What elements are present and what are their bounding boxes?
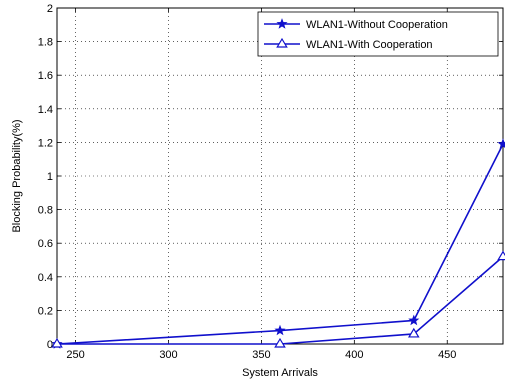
x-tick-label: 250 [66,349,84,361]
y-tick-label: 1.8 [38,37,53,49]
x-tick-label: 300 [159,349,177,361]
series-group [51,138,505,349]
y-axis-label: Blocking Probability(%) [11,119,23,232]
legend-marker-1 [276,18,288,29]
x-tick-label: 350 [252,349,270,361]
series-2-point [497,250,505,261]
series-line-2 [57,256,504,345]
plot-area-frame [56,7,504,345]
series-line-1 [56,143,504,345]
y-tick-label: 1.4 [38,104,53,116]
series-2-point [407,327,420,338]
series-1-point [497,138,505,149]
series-1-point [274,324,286,336]
y-tick-label: 0 [47,339,53,351]
y-tick-label: 2 [47,3,53,15]
x-axis-label: System Arrivals [242,367,318,379]
series-2-point [274,337,286,348]
y-tick-label: 0.4 [38,272,53,284]
grid-lines [57,8,503,344]
legend-label-1: WLAN1-Without Cooperation [306,19,448,31]
y-tick-label: 0.8 [38,205,53,217]
y-tick-label: 1 [47,171,53,183]
legend: WLAN1-Without Cooperation WLAN1-With Coop… [257,11,499,57]
legend-marker-2 [276,37,288,48]
legend-box [257,11,499,57]
y-tick-label: 0.2 [38,305,53,317]
axis-ticks [57,7,503,345]
series-2-point [51,337,63,348]
legend-label-2: WLAN1-With Cooperation [306,39,433,51]
y-tick-label: 1.2 [38,137,53,149]
series-1-point [408,314,420,326]
x-tick-label: 400 [345,349,363,361]
x-tick-label: 450 [438,349,456,361]
y-tick-label: 1.6 [38,70,53,82]
y-tick-label: 0.6 [38,238,53,250]
